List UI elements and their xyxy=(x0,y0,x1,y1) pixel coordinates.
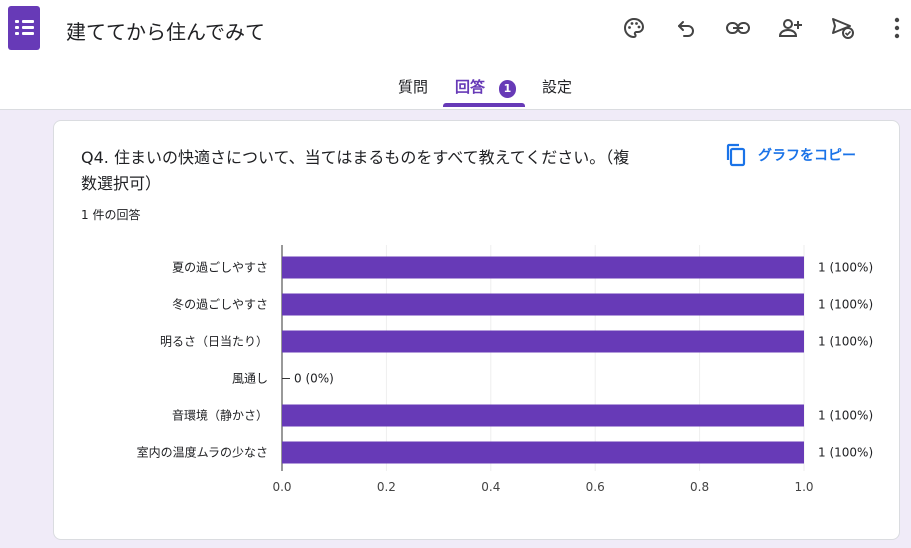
bar xyxy=(282,441,804,464)
x-tick-label: 1.0 xyxy=(794,480,813,494)
copy-chart-button[interactable]: グラフをコピー xyxy=(724,141,856,169)
bar xyxy=(282,256,804,279)
active-tab-indicator xyxy=(443,103,525,107)
palette-icon[interactable] xyxy=(614,10,654,46)
category-label: 明るさ（日当たり） xyxy=(160,335,268,349)
undo-icon[interactable] xyxy=(666,10,706,46)
more-vert-icon[interactable] xyxy=(877,10,911,46)
bar xyxy=(282,293,804,316)
document-title[interactable]: 建ててから住んでみて xyxy=(66,20,265,44)
x-tick-label: 0.4 xyxy=(481,480,500,494)
bar xyxy=(282,404,804,427)
publish-icon[interactable] xyxy=(823,10,863,46)
value-label: 1 (100%) xyxy=(818,261,873,275)
value-label: 1 (100%) xyxy=(818,409,873,423)
category-label: 風通し xyxy=(232,372,268,386)
category-label: 冬の過ごしやすさ xyxy=(172,297,268,312)
link-icon[interactable] xyxy=(718,10,758,46)
forms-logo-icon[interactable] xyxy=(8,6,40,50)
tab-questions[interactable]: 質問 xyxy=(398,78,429,96)
category-label: 音環境（静かさ） xyxy=(172,408,268,423)
x-tick-label: 0.0 xyxy=(272,480,291,494)
question-text: Q4. 住まいの快適さについて、当てはまるものをすべて教えてください。（複 数選… xyxy=(81,148,630,193)
response-bar-chart: 0.0 0.2 0.4 0.6 0.8 1.0 夏の過ごしやすさ 1 (100%) 冬の過ごしや… xyxy=(137,245,873,494)
tab-settings[interactable]: 設定 xyxy=(542,78,573,96)
app-header: 建ててから住んでみて 質問 回答 設定 1 xyxy=(0,0,911,110)
add-person-icon[interactable] xyxy=(771,10,811,46)
response-count: 1 件の回答 xyxy=(81,208,141,222)
question-summary-card: Q4. 住まいの快適さについて、当てはまるものをすべて教えてください。（複 数選… xyxy=(53,120,900,540)
value-label: 1 (100%) xyxy=(818,446,873,460)
response-count-badge: 1 xyxy=(499,80,516,98)
value-label: 1 (100%) xyxy=(818,335,873,349)
tab-responses[interactable]: 回答 xyxy=(455,78,486,96)
copy-icon xyxy=(726,143,746,167)
x-tick-label: 0.8 xyxy=(690,480,709,494)
tab-bar: 質問 回答 設定 xyxy=(0,72,911,110)
category-label: 室内の温度ムラの少なさ xyxy=(137,445,268,460)
category-label: 夏の過ごしやすさ xyxy=(172,260,268,275)
bar xyxy=(282,330,804,353)
x-tick-label: 0.2 xyxy=(377,480,396,494)
value-label: 1 (100%) xyxy=(818,298,873,312)
copy-chart-label: グラフをコピー xyxy=(758,148,856,164)
value-label: 0 (0%) xyxy=(294,372,334,386)
x-tick-label: 0.6 xyxy=(586,480,605,494)
